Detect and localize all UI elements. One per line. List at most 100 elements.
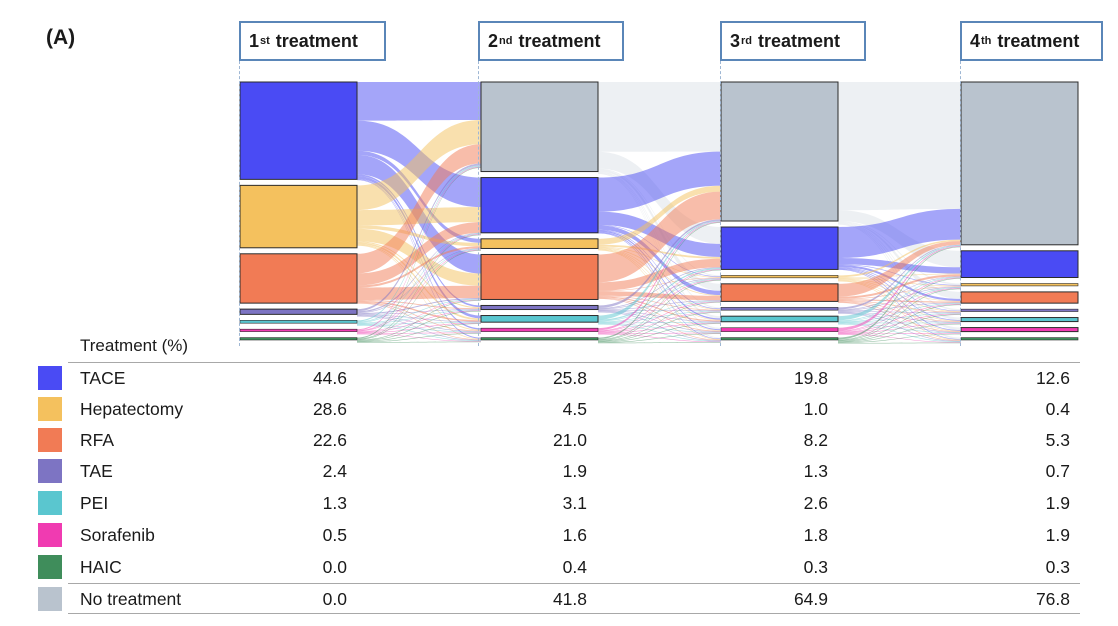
node-pei-stage-2 — [480, 315, 599, 323]
flow-rfa-to-sorafenib-stage-2 — [598, 297, 721, 332]
table-row: Sorafenib 0.5 1.6 1.8 1.9 — [0, 520, 1118, 551]
value-stage-3: 1.8 — [803, 525, 828, 545]
table-row: TACE 44.6 25.8 19.8 12.6 — [0, 363, 1118, 394]
value-stage-4: 0.4 — [1045, 399, 1070, 419]
node-no-treatment-stage-3 — [720, 81, 839, 222]
node-sorafenib-stage-4 — [960, 327, 1079, 333]
value-stage-2: 1.9 — [562, 461, 587, 481]
node-tae-stage-4 — [960, 308, 1079, 312]
node-tace-stage-2 — [480, 177, 599, 234]
flow-sorafenib-to-hepatectomy-stage-3 — [838, 287, 961, 332]
flow-rfa-to-haic-stage-3 — [838, 302, 961, 341]
node-pei-stage-4 — [960, 317, 1079, 323]
value-stage-3: 19.8 — [793, 368, 828, 388]
flow-pei-to-hepatectomy-stage-1 — [357, 248, 481, 323]
flow-rfa-to-no-treatment-stage-1 — [357, 144, 481, 274]
node-haic-stage-2 — [480, 337, 599, 341]
flow-tae-to-hepatectomy-stage-1 — [357, 248, 481, 314]
flow-rfa-to-tae-stage-1 — [357, 299, 481, 310]
flow-haic-to-rfa-stage-3 — [838, 304, 961, 342]
flow-tace-to-sorafenib-stage-2 — [598, 231, 721, 331]
treatment-name: No treatment — [80, 589, 182, 609]
flow-sorafenib-to-pei-stage-3 — [838, 323, 961, 334]
table-header: Treatment (%) — [80, 336, 189, 355]
flow-sorafenib-to-sorafenib-stage-1 — [357, 332, 481, 334]
flow-haic-to-tace-stage-3 — [838, 278, 961, 340]
table-row: No treatment 0.0 41.8 64.9 76.8 — [0, 584, 1118, 615]
value-stage-4: 1.9 — [1045, 525, 1070, 545]
flow-haic-to-haic-stage-3 — [838, 342, 961, 344]
value-stage-1: 28.6 — [312, 399, 347, 419]
flow-haic-to-rfa-stage-1 — [357, 300, 481, 341]
flow-haic-to-pei-stage-3 — [838, 323, 961, 343]
legend-swatch-pei — [38, 491, 62, 515]
flow-tae-to-tae-stage-2 — [598, 309, 721, 311]
flow-pei-to-rfa-stage-2 — [598, 300, 721, 323]
value-stage-2: 4.5 — [562, 399, 587, 419]
value-stage-2: 3.1 — [562, 493, 587, 513]
flow-rfa-to-rfa-stage-1 — [357, 285, 481, 300]
flow-haic-to-haic-stage-2 — [598, 342, 721, 344]
flow-rfa-to-hepatectomy-stage-1 — [357, 246, 481, 288]
stage-number: 2 — [488, 30, 499, 51]
flow-sorafenib-to-tae-stage-1 — [357, 310, 481, 333]
flow-haic-to-tace-stage-2 — [598, 269, 721, 340]
value-stage-4: 5.3 — [1045, 430, 1070, 450]
flow-no-treatment-to-rfa-stage-3 — [838, 221, 961, 299]
value-stage-1: 44.6 — [312, 368, 347, 388]
legend-swatch-rfa — [38, 428, 62, 452]
flow-tae-to-no-treatment-stage-1 — [357, 163, 481, 312]
flow-haic-to-haic-stage-1 — [357, 341, 481, 343]
flow-haic-to-sorafenib-stage-2 — [598, 333, 721, 343]
flow-haic-to-tae-stage-2 — [598, 312, 721, 342]
value-stage-3: 64.9 — [793, 589, 828, 609]
node-rfa-stage-2 — [480, 253, 599, 300]
flow-tae-to-pei-stage-3 — [838, 311, 961, 323]
treatment-name: Hepatectomy — [80, 399, 184, 419]
stage-number: 3 — [730, 30, 741, 51]
flow-no-treatment-to-no-treatment-stage-2 — [598, 82, 721, 152]
flow-haic-to-hepatectomy-stage-2 — [598, 279, 721, 341]
value-stage-1: 0.0 — [322, 557, 347, 577]
flow-pei-to-rfa-stage-3 — [838, 303, 961, 323]
flow-tace-to-hepatectomy-stage-1 — [357, 150, 481, 243]
node-sorafenib-stage-3 — [720, 327, 839, 332]
value-stage-3: 1.3 — [803, 461, 828, 481]
flow-tace-to-pei-stage-3 — [838, 267, 961, 321]
flow-haic-to-pei-stage-2 — [598, 323, 721, 343]
treatment-name: RFA — [80, 430, 115, 450]
flow-sorafenib-to-pei-stage-1 — [357, 322, 481, 334]
flow-tae-to-no-treatment-stage-3 — [838, 244, 961, 310]
flow-no-treatment-to-haic-stage-2 — [598, 173, 721, 339]
value-stage-3: 0.3 — [803, 557, 828, 577]
flow-tace-to-no-treatment-stage-1 — [357, 82, 481, 121]
flow-rfa-to-tae-stage-2 — [598, 295, 721, 311]
flow-rfa-to-tace-stage-3 — [838, 274, 961, 299]
flow-sorafenib-to-pei-stage-2 — [598, 322, 721, 334]
flow-tace-to-tae-stage-3 — [838, 267, 961, 312]
flow-sorafenib-to-rfa-stage-3 — [838, 303, 961, 333]
value-stage-3: 1.0 — [803, 399, 828, 419]
node-tae-stage-1 — [239, 308, 358, 315]
table-row: PEI 1.3 3.1 2.6 1.9 — [0, 488, 1118, 519]
value-stage-2: 21.0 — [552, 430, 587, 450]
flow-sorafenib-to-sorafenib-stage-3 — [838, 333, 961, 335]
flow-tae-to-pei-stage-1 — [357, 314, 481, 323]
node-rfa-stage-3 — [720, 283, 839, 302]
value-stage-1: 0.0 — [322, 589, 347, 609]
flow-rfa-to-pei-stage-3 — [838, 301, 961, 322]
node-haic-stage-1 — [239, 337, 358, 341]
table-top-rule — [68, 362, 1080, 363]
value-stage-2: 25.8 — [552, 368, 587, 388]
value-stage-1: 2.4 — [322, 461, 347, 481]
flow-hepatectomy-to-hepatectomy-stage-1 — [357, 225, 481, 247]
node-rfa-stage-1 — [239, 253, 358, 304]
stage-3-guide — [720, 61, 721, 346]
flow-tace-to-sorafenib-stage-3 — [838, 268, 961, 331]
flow-hepatectomy-to-no-treatment-stage-2 — [598, 185, 721, 245]
treatment-name: HAIC — [80, 557, 122, 577]
stage-4-guide — [960, 61, 961, 346]
